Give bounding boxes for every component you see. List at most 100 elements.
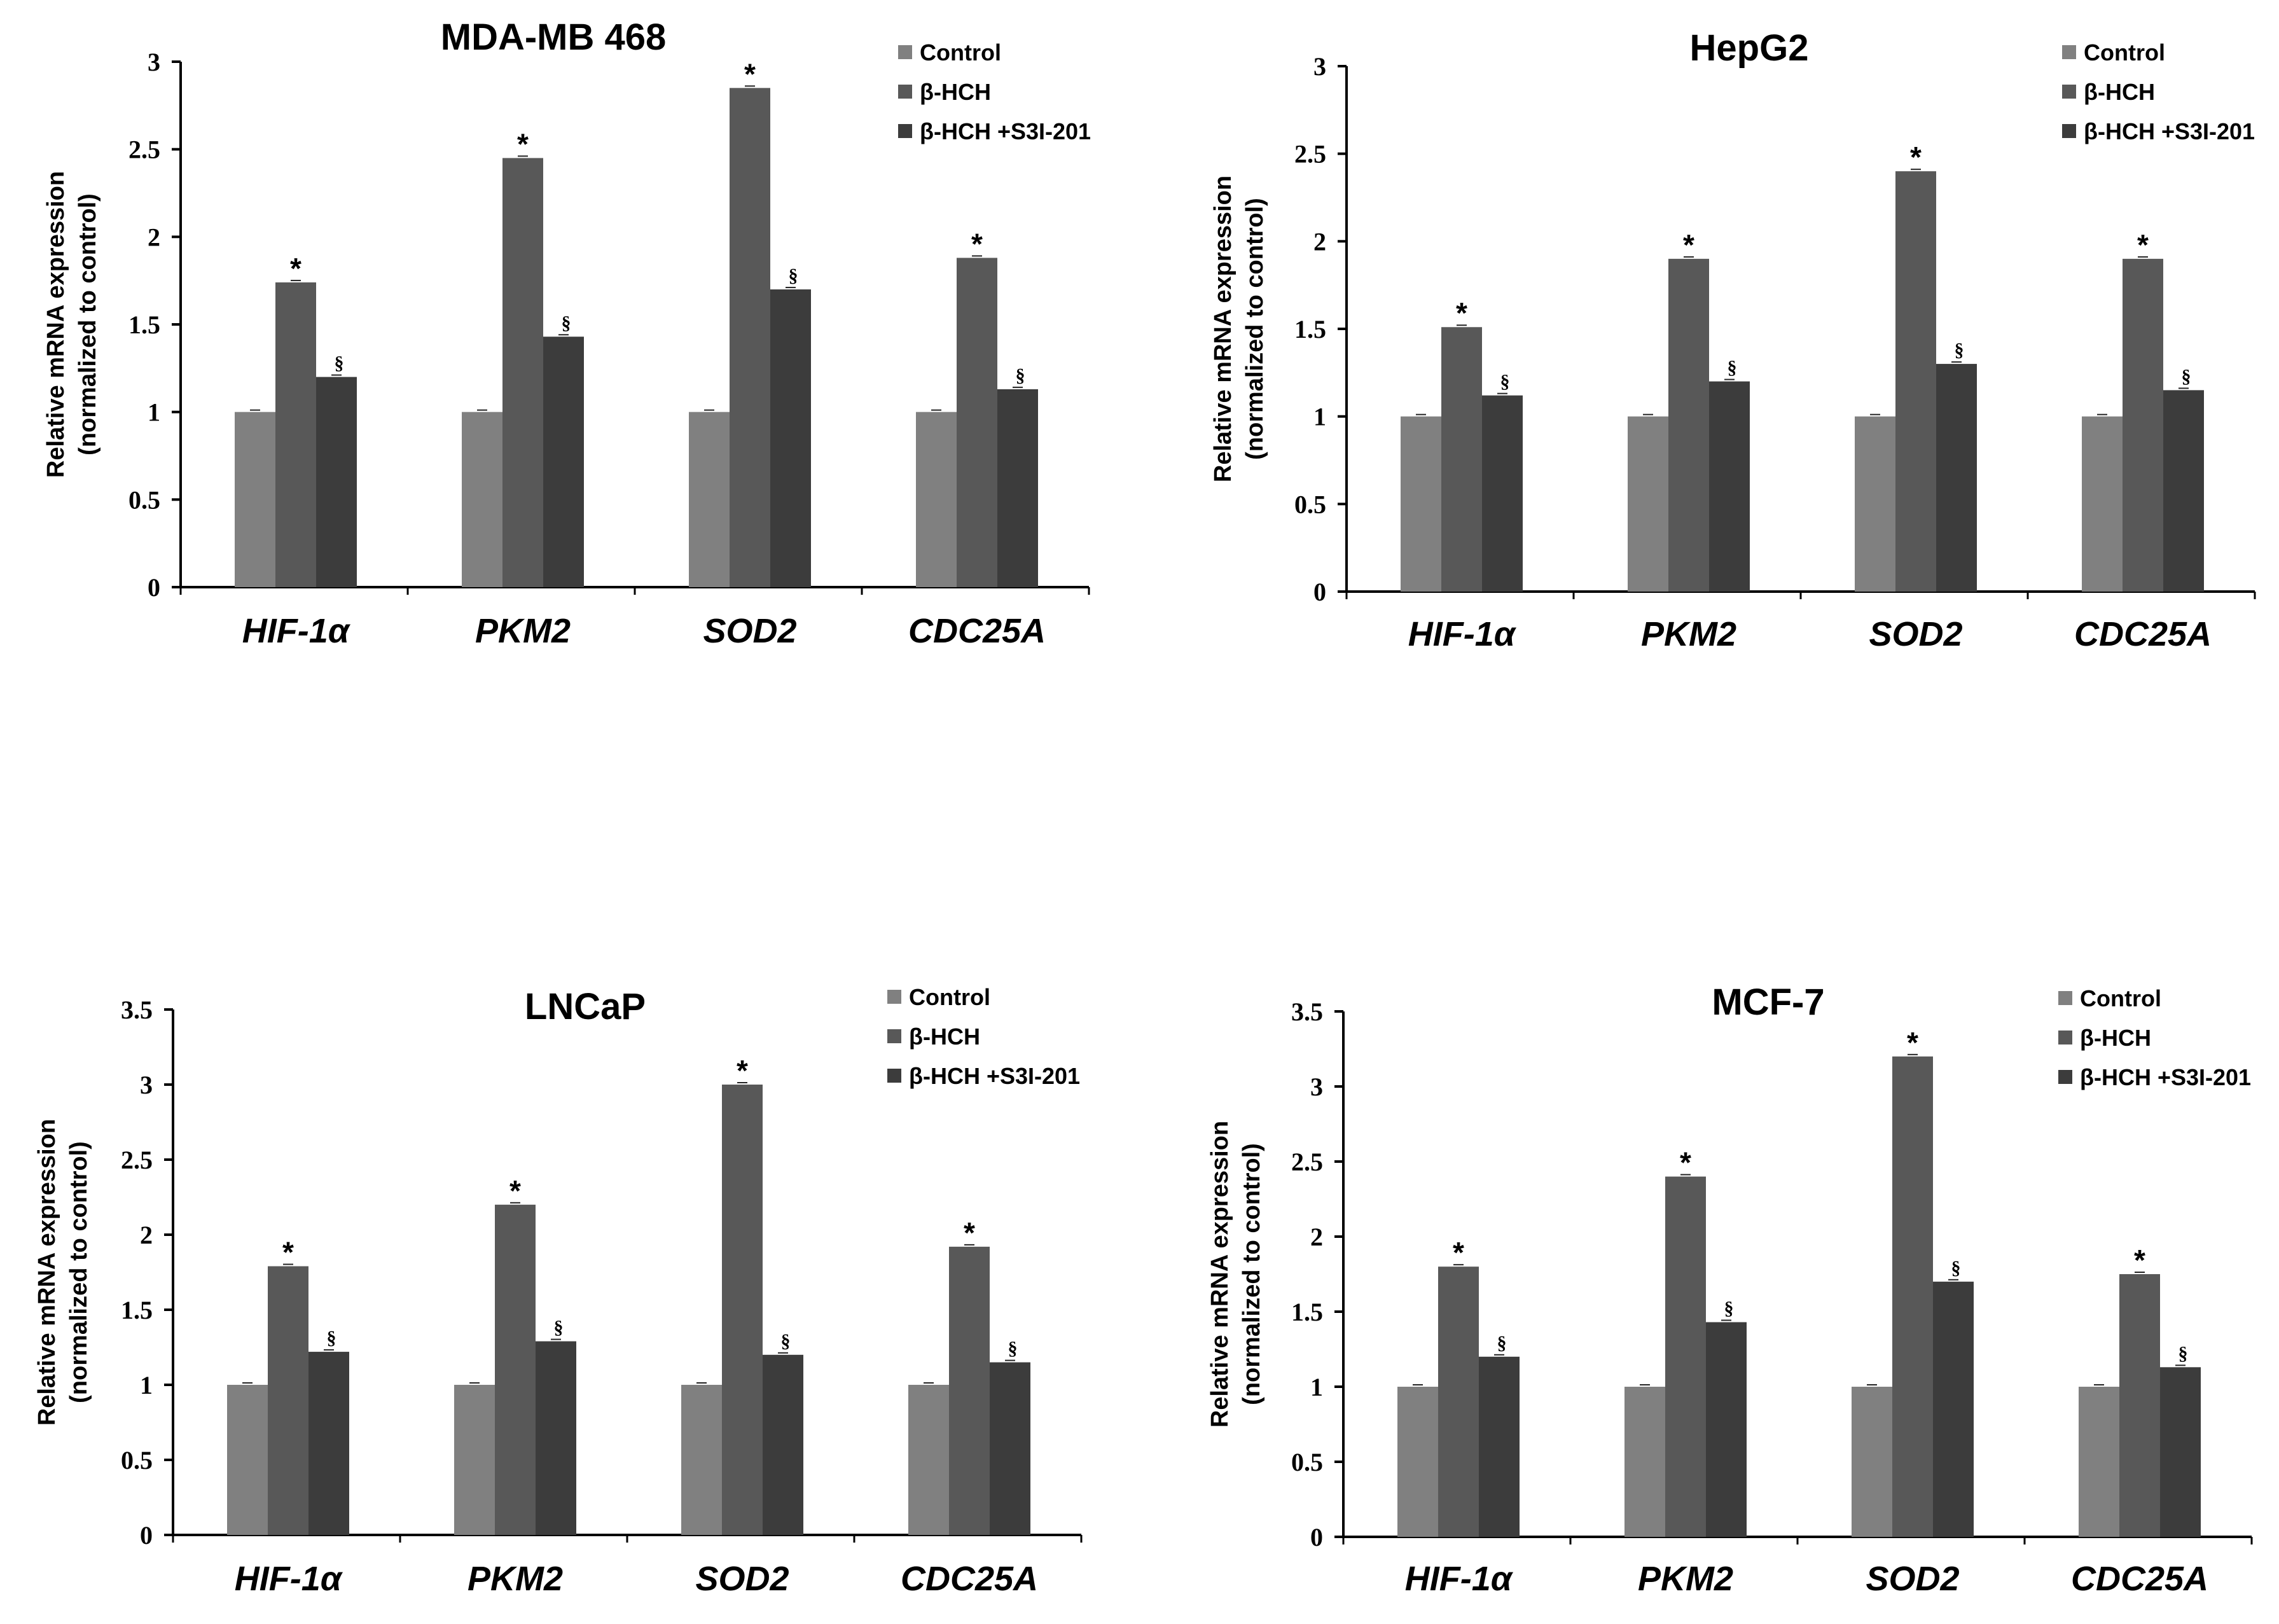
bar--hch-s3i-201-cdc25a: [2160, 1367, 2201, 1537]
legend-label: Control: [2084, 39, 2165, 66]
bar--hch-s3i-201-sod2: [763, 1354, 803, 1535]
legend: Control β-HCH β-HCH +S3I-201: [2062, 39, 2255, 144]
y-axis-label-sub: (normalized to control): [74, 193, 101, 455]
y-axis-label-sub: (normalized to control): [1242, 198, 1268, 460]
bar-control-cdc25a: [2082, 416, 2123, 592]
bar--hch-s3i-201-cdc25a: [2163, 390, 2204, 592]
significance-star: *: [1910, 141, 1922, 174]
y-tick-label: 1: [140, 1371, 153, 1399]
significance-section: §: [1728, 357, 1737, 378]
bar--hch-pkm2: [502, 158, 543, 587]
y-tick-label: 3: [1310, 1072, 1323, 1101]
y-tick-label: 2: [1313, 227, 1326, 256]
x-category-label: HIF-1α: [235, 1560, 343, 1598]
x-category-label: SOD2: [1869, 615, 1962, 653]
significance-star: *: [1683, 228, 1694, 261]
x-category-label: PKM2: [1641, 615, 1736, 653]
legend-label: β-HCH +S3I-201: [920, 118, 1091, 144]
legend-label: β-HCH: [2080, 1025, 2151, 1051]
bar-control-pkm2: [1624, 1387, 1665, 1537]
significance-section: §: [1008, 1338, 1018, 1359]
y-tick-label: 2.5: [121, 1146, 153, 1174]
chart-title: MCF-7: [1712, 982, 1824, 1023]
significance-section: §: [789, 265, 798, 286]
y-tick-label: 3: [148, 48, 160, 76]
bar--hch-s3i-201-cdc25a: [990, 1362, 1030, 1535]
y-tick-label: 0.5: [121, 1446, 153, 1475]
chart-title: HepG2: [1690, 27, 1809, 69]
chart-title: LNCaP: [525, 986, 646, 1027]
bar--hch-s3i-201-pkm2: [543, 337, 584, 587]
bar--hch-s3i-201-sod2: [770, 289, 811, 587]
significance-star: *: [964, 1216, 975, 1249]
y-axis-label: Relative mRNA expression: [1210, 176, 1236, 482]
legend-label: β-HCH +S3I-201: [2084, 118, 2255, 144]
y-tick-label: 1.5: [1294, 315, 1326, 344]
bar-control-hif-1-: [1401, 416, 1441, 592]
legend: Control β-HCH β-HCH +S3I-201: [887, 984, 1080, 1089]
legend-swatch: [2062, 85, 2076, 99]
x-category-label: CDC25A: [2074, 615, 2212, 653]
significance-section: §: [327, 1328, 336, 1349]
significance-section: §: [1497, 1333, 1507, 1354]
y-tick-label: 2: [148, 223, 160, 251]
significance-section: §: [335, 353, 344, 374]
legend-swatch: [887, 1029, 901, 1043]
x-category-label: HIF-1α: [242, 612, 351, 650]
legend-label: Control: [2080, 985, 2161, 1011]
bar--hch-s3i-201-hif-1-: [1482, 395, 1523, 592]
y-tick-label: 3.5: [121, 996, 153, 1024]
legend-swatch: [2058, 991, 2072, 1005]
legend: Control β-HCH β-HCH +S3I-201: [2058, 985, 2251, 1090]
y-tick-label: 0.5: [128, 485, 160, 514]
x-category-label: CDC25A: [901, 1560, 1038, 1598]
bar--hch-cdc25a: [949, 1246, 990, 1535]
legend-swatch: [898, 124, 912, 138]
legend-swatch: [2062, 45, 2076, 59]
chart-panel-2: HepG2 Relative mRNA expression (normalized…: [1210, 27, 2256, 653]
significance-section: §: [1955, 340, 1964, 361]
x-category-label: PKM2: [1638, 1560, 1733, 1598]
significance-star: *: [509, 1174, 521, 1207]
chart-panel-1: MDA-MB 468 Relative mRNA expression (norma…: [43, 17, 1091, 650]
significance-star: *: [1453, 1236, 1464, 1269]
bar--hch-s3i-201-pkm2: [536, 1341, 576, 1535]
y-axis-label-sub: (normalized to control): [1238, 1143, 1265, 1405]
y-tick-label: 1.5: [1291, 1298, 1323, 1326]
legend-label: Control: [909, 984, 990, 1010]
bar--hch-s3i-201-sod2: [1933, 1281, 1974, 1537]
bar--hch-pkm2: [1665, 1176, 1706, 1537]
legend: Control β-HCH β-HCH +S3I-201: [898, 39, 1091, 144]
bar-control-hif-1-: [1397, 1387, 1438, 1537]
bar--hch-s3i-201-hif-1-: [308, 1352, 349, 1535]
bar-control-pkm2: [454, 1385, 495, 1535]
significance-section: §: [554, 1317, 564, 1338]
bar-control-hif-1-: [227, 1385, 268, 1535]
x-category-label: PKM2: [475, 612, 571, 650]
bar--hch-cdc25a: [2119, 1274, 2160, 1537]
y-tick-label: 0: [1310, 1523, 1323, 1551]
y-axis-label: Relative mRNA expression: [34, 1119, 60, 1426]
legend-swatch: [887, 990, 901, 1004]
bar--hch-hif-1-: [268, 1266, 308, 1535]
significance-star: *: [1456, 296, 1467, 330]
bar-control-pkm2: [462, 412, 502, 587]
x-category-label: CDC25A: [2071, 1560, 2208, 1598]
y-tick-label: 3.5: [1291, 997, 1323, 1026]
bar-control-hif-1-: [235, 412, 275, 587]
significance-star: *: [282, 1236, 294, 1269]
bar--hch-cdc25a: [957, 258, 997, 588]
legend-label: β-HCH: [920, 79, 991, 105]
bar-control-sod2: [681, 1385, 722, 1535]
significance-star: *: [2134, 1244, 2145, 1277]
legend-swatch: [2062, 124, 2076, 138]
significance-section: §: [781, 1331, 791, 1352]
chart-panel-4: MCF-7 Relative mRNA expression (normalized…: [1207, 982, 2253, 1598]
bar-control-cdc25a: [916, 412, 957, 587]
y-tick-label: 2.5: [1291, 1148, 1323, 1176]
legend-swatch: [2058, 1031, 2072, 1044]
chart-panel-3: LNCaP Relative mRNA expression (normalized…: [34, 984, 1083, 1598]
bar--hch-cdc25a: [2123, 258, 2163, 592]
y-tick-label: 3: [1313, 52, 1326, 81]
